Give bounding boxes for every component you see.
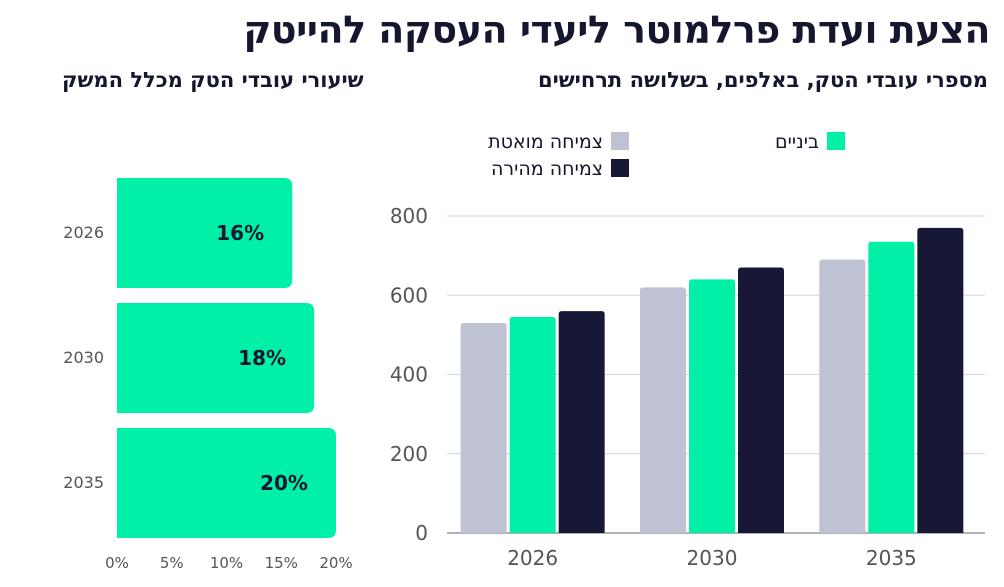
legend-label-1: ביניים xyxy=(775,131,819,153)
hbar-2030 xyxy=(117,303,315,413)
x-tick-label: 15% xyxy=(265,554,298,572)
hbar-2035 xyxy=(117,428,336,538)
hbar-group-2026: 16% 2026 xyxy=(63,178,293,288)
legend-swatch-2 xyxy=(611,159,629,177)
bar-2035-series-0 xyxy=(819,259,866,533)
x-tick-label: 10% xyxy=(210,554,243,572)
hbar-group-2035: 20% 2035 xyxy=(63,428,336,538)
bar-2030-series-1 xyxy=(689,279,735,533)
bar-2030-series-0 xyxy=(640,287,686,533)
hbar-category-label-2026: 2026 xyxy=(63,223,104,242)
left-horizontal-bar-chart: 16% 2026 18% 2030 20% 2035 0% 5% 10% 15% 20% xyxy=(63,178,353,572)
hbar-category-label-2030: 2030 xyxy=(63,348,104,367)
x-tick-label: 0% xyxy=(105,554,129,572)
hbar-group-2030: 18% 2030 xyxy=(63,303,315,413)
legend-swatch-1 xyxy=(827,132,845,150)
legend-label-2: צמיחה מהירה xyxy=(491,158,603,180)
hbar-value-label-2030: 18% xyxy=(238,346,286,370)
bar-2030-series-2 xyxy=(738,267,784,533)
y-tick-label: 600 xyxy=(390,283,428,307)
x-tick-label-2030: 2030 xyxy=(687,546,738,570)
hbar-value-label-2026: 16% xyxy=(216,221,264,245)
y-tick-label: 0 xyxy=(415,521,428,545)
x-tick-label-2026: 2026 xyxy=(507,546,558,570)
bar-group-2030 xyxy=(640,267,784,533)
left-chart-title: שיעורי עובדי הטק מכלל המשק xyxy=(62,68,364,92)
bar-2026-series-2 xyxy=(558,311,605,533)
legend-item-2: צמיחה מהירה xyxy=(491,158,629,180)
x-tick-label: 5% xyxy=(160,554,184,572)
y-tick-label: 400 xyxy=(390,363,428,387)
right-chart-title: מספרי עובדי הטק, באלפים, בשלושה תרחישים xyxy=(537,68,988,92)
legend-item-1: ביניים xyxy=(775,131,845,153)
bar-2035-series-2 xyxy=(917,227,964,533)
legend-swatch-0 xyxy=(611,132,629,150)
bar-2035-series-1 xyxy=(868,241,915,533)
bar-group-2035 xyxy=(819,227,964,533)
legend-item-0: צמיחה מואטת xyxy=(488,131,629,153)
legend-label-0: צמיחה מואטת xyxy=(488,131,603,153)
bar-group-2026 xyxy=(460,311,605,533)
y-tick-label: 800 xyxy=(390,204,428,228)
hbar-value-label-2035: 20% xyxy=(260,471,308,495)
x-tick-label-2035: 2035 xyxy=(866,546,917,570)
bar-2026-series-1 xyxy=(509,317,556,533)
main-title: הצעת ועדת פרלמוטר ליעדי העסקה להייטק xyxy=(243,8,990,52)
hbar-category-label-2035: 2035 xyxy=(63,473,104,492)
y-tick-label: 200 xyxy=(390,442,428,466)
bar-2026-series-0 xyxy=(460,322,507,533)
x-tick-label: 20% xyxy=(319,554,352,572)
hbar-2026 xyxy=(117,178,293,288)
